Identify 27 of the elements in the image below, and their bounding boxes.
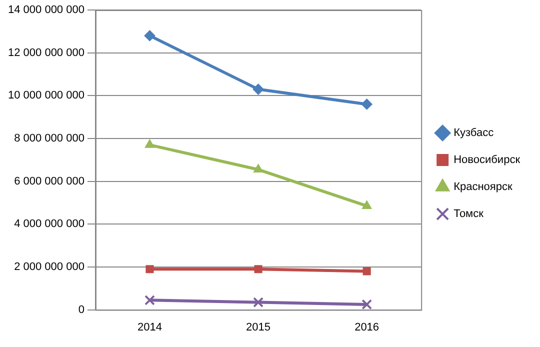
y-tick-label: 2 000 000 000 [14,261,84,274]
point [362,200,372,209]
y-tick-label: 6 000 000 000 [14,175,84,188]
y-tick-label: 4 000 000 000 [14,218,84,230]
point [253,297,264,308]
y-tick-label: 12 000 000 000 [8,46,84,59]
y-tick-label: 10 000 000 000 [8,90,84,102]
point [144,294,155,306]
point [254,265,262,274]
point [144,139,155,148]
legend-label: Красноярск [454,181,512,194]
x-tick-label: 2015 [246,321,271,334]
point [362,299,372,310]
point [362,267,371,276]
point [144,30,156,42]
y-tick-label: 14 000 000 000 [8,4,84,16]
y-tick-label: 8 000 000 000 [14,132,84,145]
point [253,164,264,173]
x-tick-label: 2016 [354,321,380,334]
point [361,98,372,110]
legend-label: Томск [454,208,484,220]
point [252,84,264,95]
y-tick-label: 0 [78,304,84,316]
legend-label: Новосибирск [454,154,520,166]
point [146,265,154,274]
x-tick-label: 2014 [137,321,162,334]
legend-label: Кузбасс [454,127,494,140]
